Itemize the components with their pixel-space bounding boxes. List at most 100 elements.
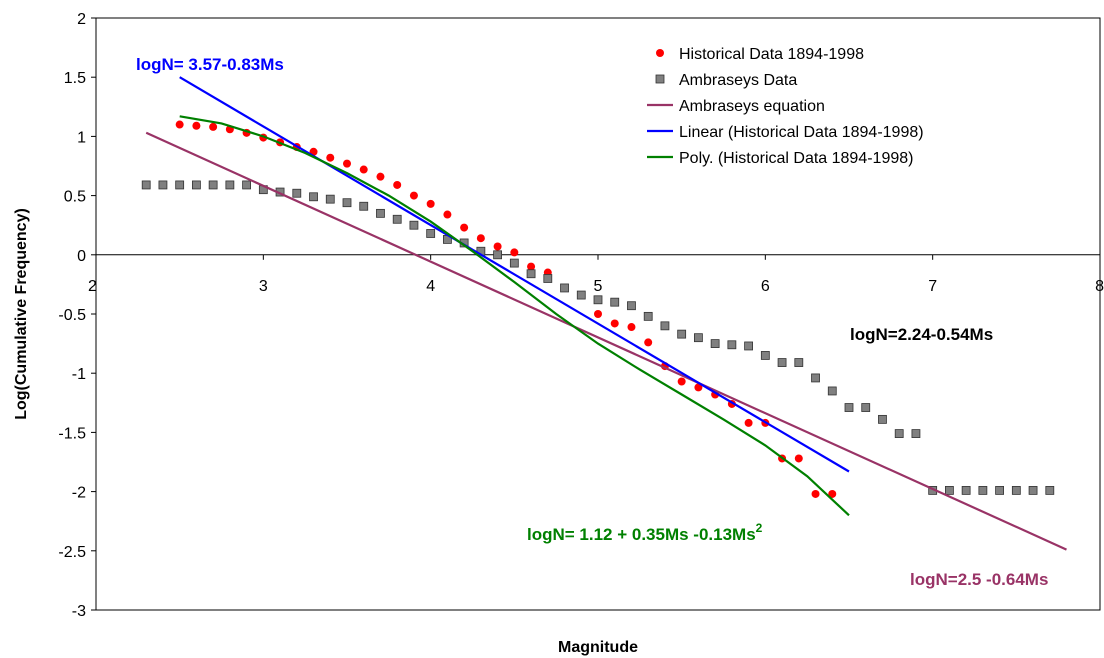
y-tick-label: -3 bbox=[72, 603, 86, 620]
data-point bbox=[945, 486, 954, 495]
data-point bbox=[225, 180, 235, 190]
data-point bbox=[811, 373, 820, 383]
legend-item: Ambraseys Data bbox=[655, 72, 797, 89]
legend-item: Historical Data 1894-1998 bbox=[656, 46, 864, 63]
data-point bbox=[760, 351, 770, 360]
data-point bbox=[1028, 486, 1038, 495]
y-tick-label: 0.5 bbox=[64, 189, 86, 206]
data-point bbox=[325, 194, 335, 204]
data-point bbox=[309, 192, 318, 202]
data-point bbox=[526, 269, 536, 279]
data-point bbox=[844, 403, 854, 412]
y-tick-label: -2.5 bbox=[58, 544, 86, 561]
data-point bbox=[794, 454, 803, 463]
series-line bbox=[179, 115, 850, 517]
data-point bbox=[627, 323, 636, 332]
data-point bbox=[359, 165, 368, 174]
data-point bbox=[894, 429, 904, 438]
series-line bbox=[179, 76, 850, 473]
data-point bbox=[694, 333, 703, 343]
data-point bbox=[426, 229, 436, 238]
series-poly-historical-data-1894-1998 bbox=[179, 115, 850, 517]
data-point bbox=[861, 403, 871, 412]
y-tick-label: 0 bbox=[77, 248, 86, 265]
equation-label: logN= 1.12 + 0.35Ms -0.13Ms2 bbox=[527, 521, 763, 544]
equation-label: logN= 3.57-0.83Ms bbox=[136, 55, 284, 74]
series-line bbox=[145, 131, 1067, 551]
series-linear-historical-data-1894-1998 bbox=[179, 76, 850, 473]
legend-label: Linear (Historical Data 1894-1998) bbox=[679, 124, 924, 141]
y-tick-label: -2 bbox=[72, 485, 86, 502]
y-axis-title: Log(Cumulative Frequency) bbox=[13, 208, 30, 420]
y-tick-label: -1 bbox=[72, 366, 86, 383]
data-point bbox=[594, 310, 602, 318]
data-point bbox=[744, 418, 753, 427]
data-point bbox=[727, 340, 737, 350]
data-point bbox=[911, 429, 921, 438]
data-point bbox=[610, 297, 620, 307]
data-point bbox=[242, 180, 252, 190]
data-point bbox=[961, 486, 971, 495]
data-point bbox=[460, 223, 469, 232]
x-tick-label: 6 bbox=[761, 278, 770, 295]
data-point bbox=[392, 214, 402, 224]
data-point bbox=[409, 220, 419, 230]
legend-label: Ambraseys equation bbox=[679, 98, 825, 115]
data-point bbox=[828, 489, 837, 498]
data-point bbox=[175, 180, 185, 190]
legend-label: Ambraseys Data bbox=[679, 72, 797, 89]
data-point bbox=[510, 248, 519, 257]
data-point bbox=[443, 210, 452, 219]
data-point bbox=[1011, 486, 1021, 495]
data-point bbox=[811, 489, 820, 498]
legend-swatch bbox=[656, 49, 664, 57]
data-point bbox=[677, 377, 686, 386]
data-point bbox=[141, 180, 151, 190]
data-point bbox=[476, 234, 485, 243]
data-point bbox=[175, 120, 184, 129]
y-tick-label: -1.5 bbox=[58, 425, 86, 442]
y-tick-label: -0.5 bbox=[58, 307, 86, 324]
equation-label: logN=2.24-0.54Ms bbox=[850, 325, 993, 344]
data-point bbox=[777, 358, 787, 367]
data-point bbox=[643, 311, 653, 321]
legend: Historical Data 1894-1998 Ambraseys Data A… bbox=[647, 46, 924, 167]
data-point bbox=[192, 121, 201, 130]
equation-label: logN=2.5 -0.64Ms bbox=[910, 570, 1048, 589]
data-point bbox=[677, 329, 687, 339]
data-point bbox=[527, 262, 536, 271]
legend-item: Ambraseys equation bbox=[647, 98, 825, 115]
data-point bbox=[995, 486, 1004, 495]
x-tick-label: 5 bbox=[594, 278, 603, 295]
series-ambraseys-equation bbox=[145, 131, 1067, 551]
data-point bbox=[359, 201, 369, 211]
legend-swatch bbox=[655, 74, 665, 84]
data-point bbox=[660, 321, 670, 331]
x-tick-label: 4 bbox=[426, 278, 435, 295]
data-point bbox=[191, 180, 201, 190]
data-point bbox=[543, 274, 553, 283]
data-point bbox=[376, 172, 385, 181]
data-point bbox=[576, 290, 586, 300]
legend-item: Linear (Historical Data 1894-1998) bbox=[647, 124, 924, 141]
data-point bbox=[827, 386, 837, 396]
data-point bbox=[1045, 486, 1055, 495]
data-point bbox=[593, 295, 603, 305]
legend-label: Poly. (Historical Data 1894-1998) bbox=[679, 150, 913, 167]
data-point bbox=[209, 122, 218, 131]
data-point bbox=[409, 191, 418, 200]
data-point bbox=[393, 180, 402, 189]
data-point bbox=[208, 180, 218, 190]
data-point bbox=[560, 283, 569, 293]
data-point bbox=[710, 339, 720, 349]
data-point bbox=[627, 301, 636, 311]
data-point bbox=[794, 358, 804, 367]
data-point bbox=[978, 486, 988, 495]
data-point bbox=[694, 383, 703, 392]
data-point bbox=[493, 250, 503, 260]
data-point bbox=[343, 159, 351, 168]
series-ambraseys-data bbox=[141, 180, 1055, 495]
x-tick-label: 8 bbox=[1095, 278, 1104, 295]
data-point bbox=[342, 198, 352, 208]
